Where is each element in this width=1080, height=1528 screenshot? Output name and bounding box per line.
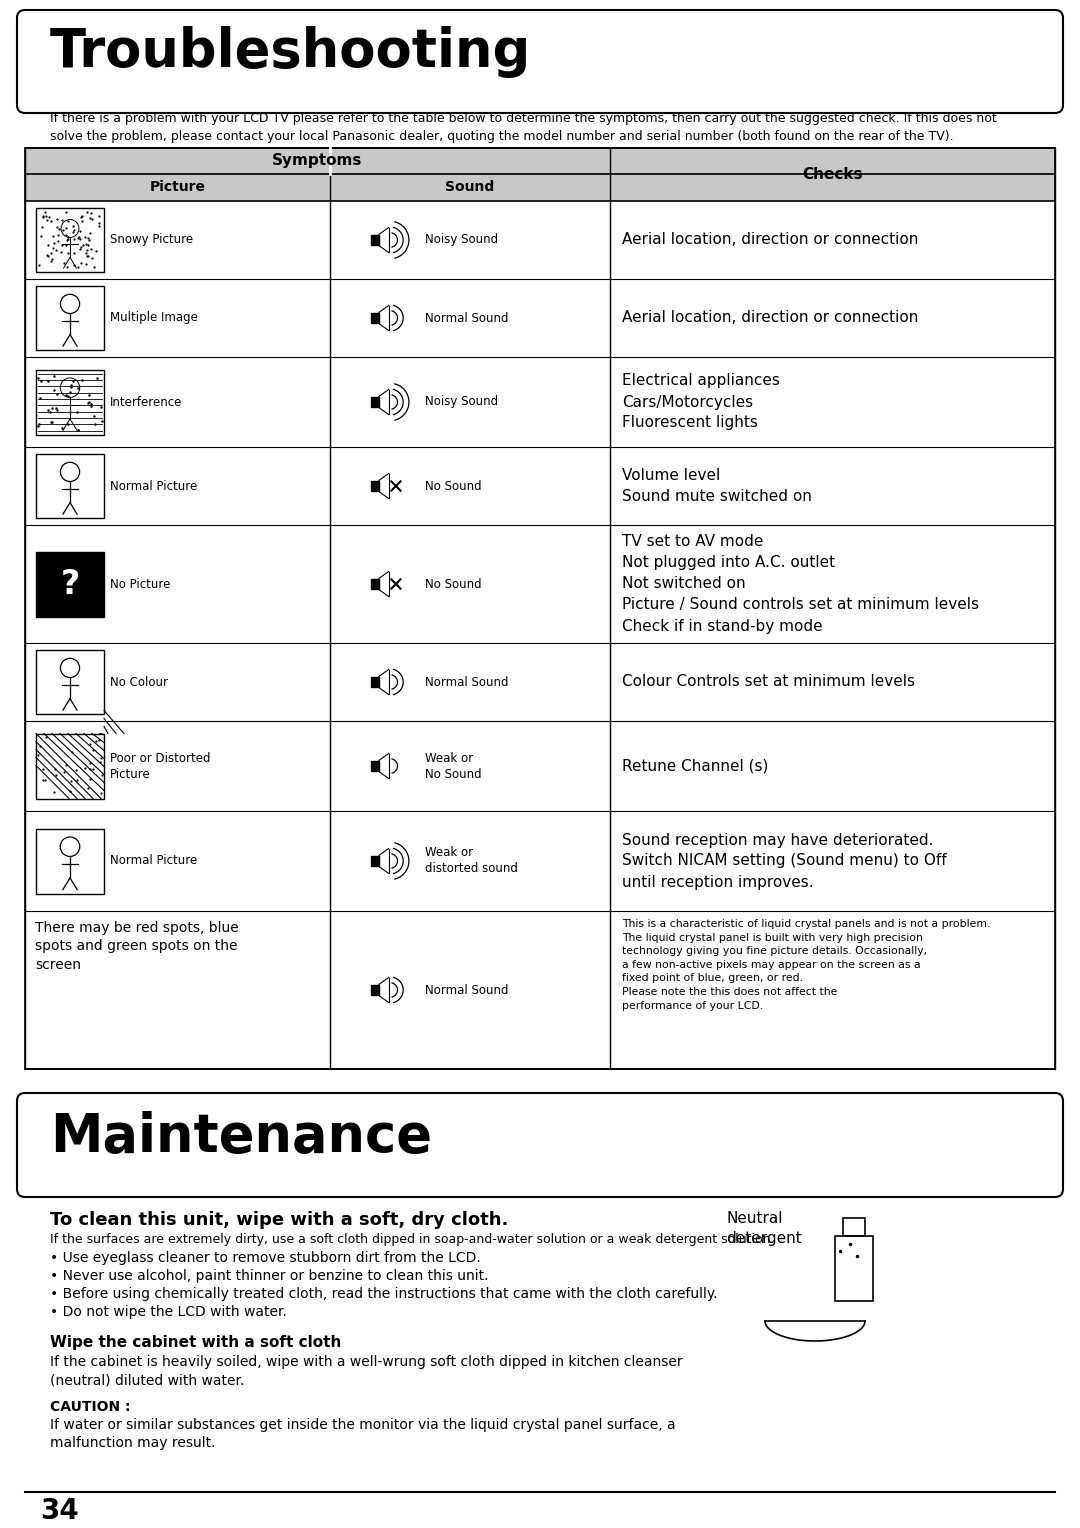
Text: Wipe the cabinet with a soft cloth: Wipe the cabinet with a soft cloth (50, 1335, 341, 1351)
Text: Noisy Sound: Noisy Sound (426, 396, 498, 408)
Bar (843, 1218, 865, 1236)
FancyBboxPatch shape (17, 11, 1063, 113)
Text: Snowy Picture: Snowy Picture (110, 234, 193, 246)
Text: Sound: Sound (445, 180, 495, 194)
Bar (36, 454, 104, 518)
Bar (36, 208, 104, 272)
Text: Poor or Distorted
Picture: Poor or Distorted Picture (110, 752, 211, 781)
Bar (36, 649, 104, 714)
Text: No Colour: No Colour (110, 675, 168, 689)
Text: • Never use alcohol, paint thinner or benzine to clean this unit.: • Never use alcohol, paint thinner or be… (50, 1268, 488, 1284)
Text: TV set to AV mode
Not plugged into A.C. outlet
Not switched on
Picture / Sound c: TV set to AV mode Not plugged into A.C. … (622, 535, 978, 634)
Text: ?: ? (60, 567, 80, 601)
Polygon shape (372, 313, 379, 324)
Text: Checks: Checks (802, 167, 863, 182)
Text: Weak or
No Sound: Weak or No Sound (426, 752, 482, 781)
Text: • Use eyeglass cleaner to remove stubborn dirt from the LCD.: • Use eyeglass cleaner to remove stubbor… (50, 1251, 481, 1265)
Text: Sound reception may have deteriorated.
Switch NICAM setting (Sound menu) to Off
: Sound reception may have deteriorated. S… (622, 833, 947, 889)
Bar (25, 148, 1055, 1070)
Polygon shape (372, 234, 379, 246)
Text: Weak or
distorted sound: Weak or distorted sound (426, 847, 518, 876)
Text: Noisy Sound: Noisy Sound (426, 234, 498, 246)
Text: If water or similar substances get inside the monitor via the liquid crystal pan: If water or similar substances get insid… (50, 1418, 676, 1450)
Bar (36, 286, 104, 350)
Text: If the cabinet is heavily soiled, wipe with a well-wrung soft cloth dipped in ki: If the cabinet is heavily soiled, wipe w… (50, 1355, 683, 1387)
Text: Electrical appliances
Cars/Motorcycles
Fluorescent lights: Electrical appliances Cars/Motorcycles F… (622, 373, 780, 431)
Polygon shape (372, 984, 379, 995)
Bar (36, 370, 104, 434)
Text: Troubleshooting: Troubleshooting (50, 26, 531, 78)
Polygon shape (372, 856, 379, 866)
Text: Aerial location, direction or connection: Aerial location, direction or connection (622, 310, 918, 325)
Text: CAUTION :: CAUTION : (50, 1400, 131, 1413)
Text: Aerial location, direction or connection: Aerial location, direction or connection (622, 232, 918, 248)
Text: • Do not wipe the LCD with water.: • Do not wipe the LCD with water. (50, 1305, 287, 1319)
Text: Symptoms: Symptoms (272, 153, 363, 168)
Text: Retune Channel (s): Retune Channel (s) (622, 758, 768, 773)
Text: Normal Sound: Normal Sound (426, 312, 509, 324)
Text: Maintenance: Maintenance (50, 1111, 432, 1163)
FancyBboxPatch shape (17, 1093, 1063, 1196)
Text: No Sound: No Sound (426, 578, 482, 590)
Bar (835, 1236, 873, 1300)
Text: No Sound: No Sound (426, 480, 482, 492)
Bar (25, 174, 1055, 202)
Text: • Before using chemically treated cloth, read the instructions that came with th: • Before using chemically treated cloth,… (50, 1287, 717, 1300)
Polygon shape (372, 480, 379, 492)
Text: To clean this unit, wipe with a soft, dry cloth.: To clean this unit, wipe with a soft, dr… (50, 1212, 509, 1229)
Text: 34: 34 (40, 1497, 79, 1525)
Polygon shape (372, 761, 379, 772)
Text: Colour Controls set at minimum levels: Colour Controls set at minimum levels (622, 674, 915, 689)
Text: Multiple Image: Multiple Image (110, 312, 198, 324)
Polygon shape (372, 677, 379, 688)
Text: Neutral
detergent: Neutral detergent (726, 1212, 801, 1245)
Text: If the surfaces are extremely dirty, use a soft cloth dipped in soap-and-water s: If the surfaces are extremely dirty, use… (50, 1233, 774, 1245)
Bar (36, 733, 104, 799)
Text: If there is a problem with your LCD TV please refer to the table below to determ: If there is a problem with your LCD TV p… (50, 112, 997, 144)
Polygon shape (372, 579, 379, 590)
Text: There may be red spots, blue
spots and green spots on the
screen: There may be red spots, blue spots and g… (35, 921, 239, 972)
Text: Normal Sound: Normal Sound (426, 675, 509, 689)
Bar (36, 552, 104, 616)
Text: Normal Picture: Normal Picture (110, 480, 198, 492)
Text: Volume level
Sound mute switched on: Volume level Sound mute switched on (622, 468, 812, 504)
Bar (36, 828, 104, 894)
Text: No Picture: No Picture (110, 578, 171, 590)
Polygon shape (372, 397, 379, 408)
Bar (25, 148, 1055, 174)
Text: Picture: Picture (149, 180, 205, 194)
Text: Normal Sound: Normal Sound (426, 984, 509, 996)
Text: This is a characteristic of liquid crystal panels and is not a problem.
The liqu: This is a characteristic of liquid cryst… (622, 918, 990, 1010)
Text: Interference: Interference (110, 396, 183, 408)
Text: Normal Picture: Normal Picture (110, 854, 198, 868)
